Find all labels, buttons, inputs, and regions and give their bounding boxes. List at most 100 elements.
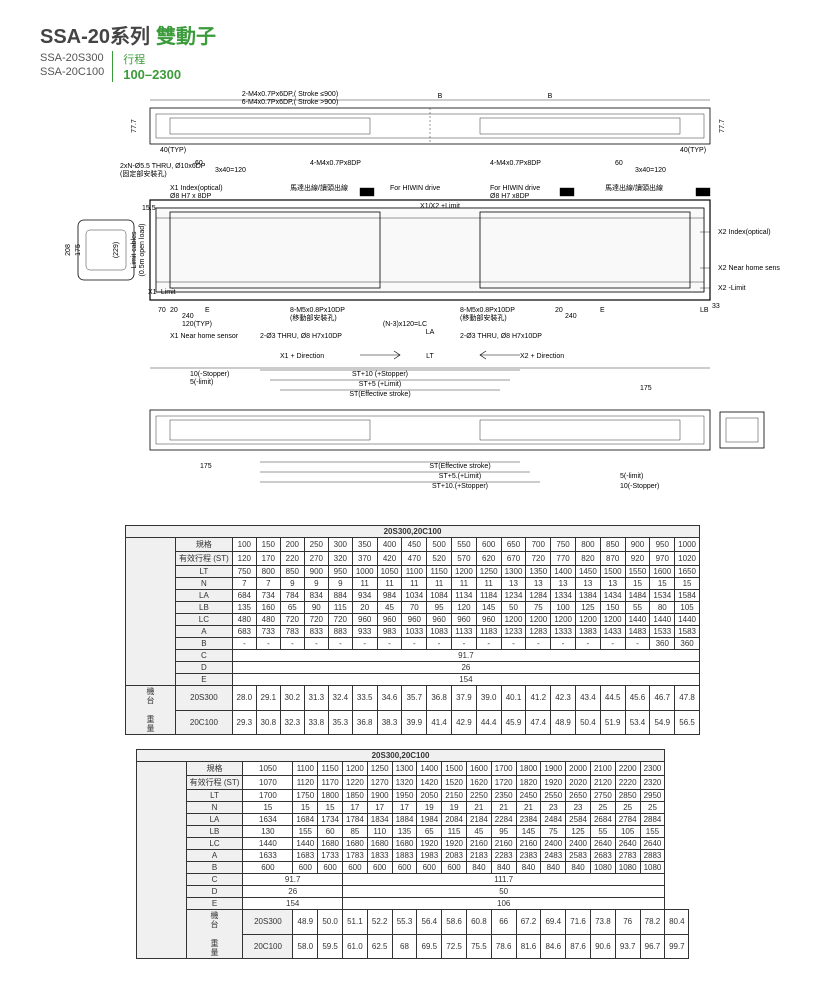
cell: 2450 xyxy=(516,790,541,802)
cell: 1783 xyxy=(343,850,368,862)
cell: 2650 xyxy=(566,790,591,802)
cell: 67.2 xyxy=(516,910,541,935)
cell: 25 xyxy=(590,802,615,814)
cell: 1550 xyxy=(625,566,650,578)
cell: 2484 xyxy=(541,814,566,826)
cell: 1083 xyxy=(427,626,452,638)
cell: 820 xyxy=(575,552,600,566)
x2index: X2 Index(optical) xyxy=(718,229,771,236)
cell: 13 xyxy=(575,578,600,590)
cell: 2020 xyxy=(566,776,591,790)
cell: 2200 xyxy=(615,762,640,776)
cell: 2160 xyxy=(516,838,541,850)
cell: 73.8 xyxy=(590,910,615,935)
motorline2: 馬達出線/讀頭出線 xyxy=(605,183,663,192)
thru2b: 2-Ø3 THRU, Ø8 H7x10DP xyxy=(460,333,542,340)
cell: 1584 xyxy=(675,590,700,602)
cell: 80 xyxy=(650,602,675,614)
cell: 53.4 xyxy=(625,710,650,735)
cell: 1283 xyxy=(526,626,551,638)
table-row: A163316831733178318331883198320832183228… xyxy=(136,850,689,862)
cell: 170 xyxy=(256,552,280,566)
cell: 7 xyxy=(232,578,256,590)
cell: 30.8 xyxy=(256,710,280,735)
m4l: 4-M4x0.7Px8DP xyxy=(310,160,361,167)
cell: 2383 xyxy=(516,850,541,862)
cell: 2100 xyxy=(590,762,615,776)
cell: 370 xyxy=(352,552,377,566)
cell: 850 xyxy=(600,538,625,552)
cell: 1200 xyxy=(600,614,625,626)
cell: 2120 xyxy=(590,776,615,790)
cell: 1434 xyxy=(600,590,625,602)
table-row: LA68473478483488493498410341084113411841… xyxy=(126,590,700,602)
row-label: E xyxy=(186,898,243,910)
cell: 37.9 xyxy=(452,686,477,711)
lbr: LB xyxy=(700,307,709,314)
cell: 47.4 xyxy=(526,710,551,735)
dim3x40r: 3x40=120 xyxy=(635,167,666,174)
cell: 2784 xyxy=(615,814,640,826)
cell: 1400 xyxy=(551,566,576,578)
cell: 40.1 xyxy=(501,686,526,711)
table-row: LA16341684173417841834188419842084218422… xyxy=(136,814,689,826)
cell: 155 xyxy=(640,826,665,838)
cell: 100 xyxy=(551,602,576,614)
model-row: SSA-20S300 SSA-20C100 行程 100–2300 xyxy=(40,51,785,82)
model-codes: SSA-20S300 SSA-20C100 xyxy=(40,51,113,82)
cell: 2640 xyxy=(640,838,665,850)
la: LA xyxy=(426,329,435,336)
cell-span: 154 xyxy=(232,674,699,686)
cell: 2184 xyxy=(466,814,491,826)
weight-group-label: 機台 重量 xyxy=(126,686,176,735)
cell: 1800 xyxy=(516,762,541,776)
cell: 2160 xyxy=(466,838,491,850)
cell: 2400 xyxy=(566,838,591,850)
cell: 2850 xyxy=(615,790,640,802)
cell: 15 xyxy=(650,578,675,590)
cell: 1350 xyxy=(526,566,551,578)
cell: 1683 xyxy=(293,850,318,862)
cell: 36.8 xyxy=(427,686,452,711)
cell: 2950 xyxy=(640,790,665,802)
dim208: 208 xyxy=(65,244,72,256)
cell: 1420 xyxy=(417,776,442,790)
cell: 1333 xyxy=(551,626,576,638)
cell: 2250 xyxy=(466,790,491,802)
cell: 135 xyxy=(392,826,417,838)
cell: 17 xyxy=(392,802,417,814)
cell: 1750 xyxy=(293,790,318,802)
cell: 1734 xyxy=(318,814,343,826)
x2near: X2 Near home sensor xyxy=(718,265,780,272)
cell: 9 xyxy=(280,578,304,590)
typ40r: 40(TYP) xyxy=(680,147,706,154)
cell: 700 xyxy=(526,538,551,552)
table-left-gap xyxy=(136,762,186,959)
cell: 1534 xyxy=(650,590,675,602)
cell: 1634 xyxy=(243,814,293,826)
cell: 2684 xyxy=(590,814,615,826)
cell: 1720 xyxy=(491,776,516,790)
cell: 840 xyxy=(516,862,541,874)
cell: 2384 xyxy=(516,814,541,826)
cell: 1170 xyxy=(318,776,343,790)
table-row: 規格10015020025030035040045050055060065070… xyxy=(126,538,700,552)
cell: 320 xyxy=(328,552,352,566)
cell: 72.5 xyxy=(442,934,467,959)
cell: 733 xyxy=(256,626,280,638)
cell: 1450 xyxy=(575,566,600,578)
cell: 1270 xyxy=(367,776,392,790)
x1dir: X1 + Direction xyxy=(280,353,324,360)
cell: 684 xyxy=(232,590,256,602)
cell: 600 xyxy=(476,538,501,552)
hiwin: For HIWIN drive xyxy=(390,185,440,192)
cell: 2884 xyxy=(640,814,665,826)
cell: 115 xyxy=(328,602,352,614)
cell: 35.7 xyxy=(402,686,427,711)
cell: 59.5 xyxy=(318,934,343,959)
cell: 60 xyxy=(318,826,343,838)
table-left-gap xyxy=(126,538,176,686)
cell: 1050 xyxy=(243,762,293,776)
cell: 60.8 xyxy=(466,910,491,935)
top-spec1: 2-M4x0.7Px6DP,( Stroke ≤900) xyxy=(242,91,338,98)
